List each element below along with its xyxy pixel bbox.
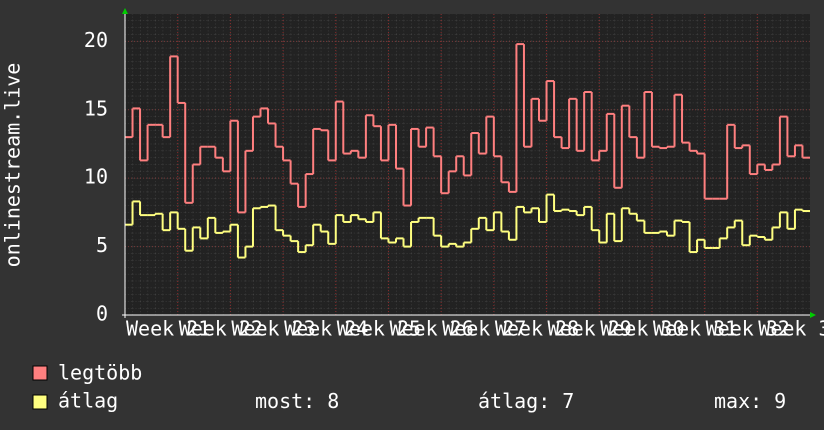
- x-tick-label: Week 30: [600, 317, 684, 341]
- x-tick-label: Week 21: [126, 317, 210, 341]
- legend-label: átlag: [58, 389, 118, 413]
- x-tick-label: Week 31: [653, 317, 737, 341]
- x-tick-label: Week 22: [179, 317, 263, 341]
- stat: max: 9: [714, 389, 786, 413]
- legend-swatch: [32, 394, 48, 410]
- x-tick-label: Week 25: [337, 317, 421, 341]
- stat-value: 9: [774, 389, 786, 413]
- x-arrow: [810, 312, 816, 318]
- x-tick-label: Week 28: [495, 317, 579, 341]
- stat-label: átlag:: [478, 389, 550, 413]
- x-tick-label: Week 29: [548, 317, 632, 341]
- y-tick-label: 15: [84, 96, 108, 120]
- x-tick-label: Week 24: [284, 317, 368, 341]
- stat-value: 7: [562, 389, 574, 413]
- minor-grid: [125, 14, 810, 315]
- y-tick-label: 10: [84, 165, 108, 189]
- stat-value: 8: [327, 389, 339, 413]
- x-tick-label: Week 27: [442, 317, 526, 341]
- stat: most: 8: [255, 389, 339, 413]
- y-tick-label: 0: [96, 302, 108, 326]
- y-arrow: [122, 8, 128, 14]
- stat-label: most:: [255, 389, 315, 413]
- x-tick-label: Week 26: [389, 317, 473, 341]
- x-tick-label: Week 33: [758, 317, 824, 341]
- legend-label: legtöbb: [58, 361, 142, 385]
- stat-label: max:: [714, 389, 762, 413]
- stat: átlag: 7: [478, 389, 574, 413]
- y-tick-label: 20: [84, 28, 108, 52]
- legend-swatch: [32, 365, 48, 381]
- y-tick-label: 5: [96, 233, 108, 257]
- y-axis-label: onlinestream.live: [1, 63, 25, 268]
- x-tick-label: Week 32: [706, 317, 790, 341]
- x-tick-label: Week 23: [231, 317, 315, 341]
